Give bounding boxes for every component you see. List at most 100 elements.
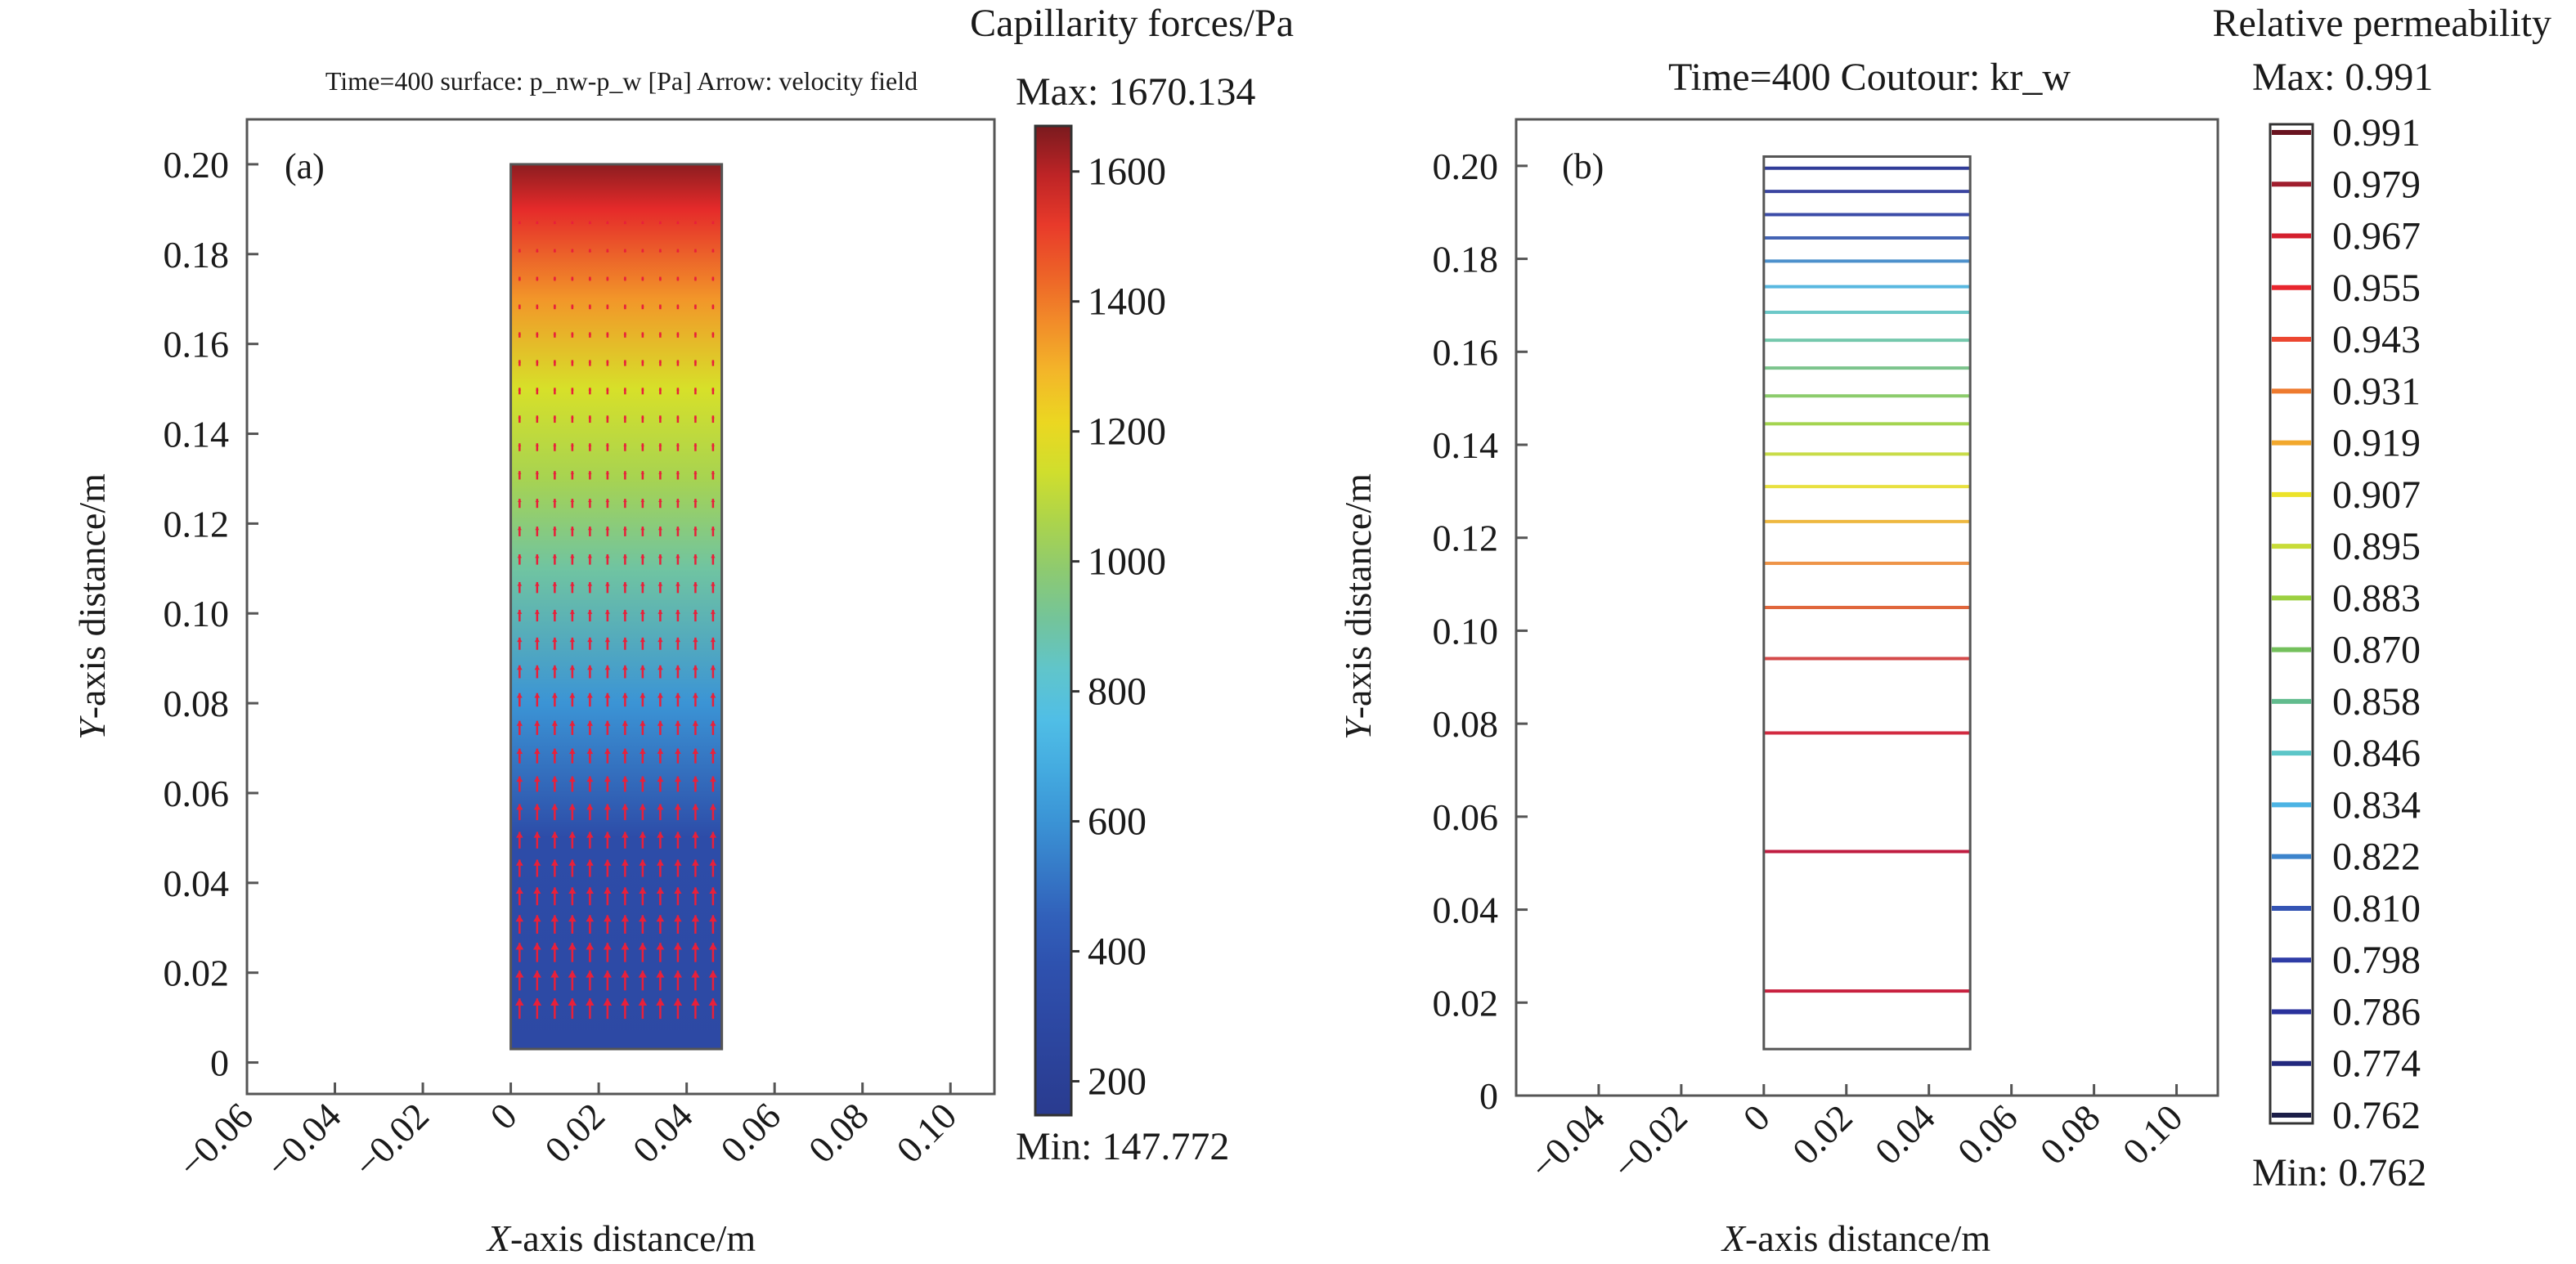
panel-b-y-tick-label: 0.10 [1433,610,1499,652]
velocity-arrow [657,720,664,735]
panel-b-colorbar-level-label: 0.991 [2332,111,2421,155]
panel-b-colorbar-levels: 0.991 0.979 0.967 0.955 0.943 0.931 0.919 0.907… [2272,111,2421,1137]
velocity-arrow [693,471,698,480]
panel-b-x-axis-label-var: X [1721,1217,1747,1259]
velocity-arrow [568,859,577,877]
velocity-arrow [515,970,524,991]
velocity-arrow [711,249,715,253]
velocity-arrow [621,998,630,1020]
velocity-arrow [571,332,574,338]
velocity-arrow [536,221,539,225]
velocity-arrow [553,415,557,424]
panel-b-y-ticks: 0 0.02 0.04 0.06 0.08 0.10 0.12 0.14 0.16 0.18 0.2… [1433,146,1528,1117]
panel-b-colorbar-level-label: 0.870 [2332,629,2421,672]
velocity-arrow [535,554,540,565]
velocity-arrow [534,720,541,735]
velocity-arrow [517,637,523,650]
velocity-arrow [553,360,557,366]
velocity-arrow [692,776,699,792]
velocity-arrow [605,471,610,480]
panel-b-colorbar-min: Min: 0.762 [2252,1151,2426,1195]
velocity-arrow [515,943,524,962]
velocity-arrow [569,693,576,707]
velocity-arrow [693,276,698,281]
velocity-arrow [552,637,558,650]
velocity-arrow [534,609,540,622]
velocity-arrow [604,748,611,764]
velocity-arrow [640,609,645,622]
velocity-arrow [603,998,613,1020]
velocity-arrow [534,693,541,707]
panel-b-colorbar-title: Relative permeability [2212,2,2551,45]
velocity-arrow [641,332,644,338]
velocity-arrow [623,249,627,253]
panel-b-y-tick-label: 0.12 [1433,518,1499,559]
panel-a-colorbar-max: Max: 1670.134 [1016,70,1255,114]
velocity-arrow [571,415,574,424]
velocity-arrow [536,415,539,424]
velocity-arrow [515,887,523,906]
velocity-arrow [675,720,681,735]
velocity-arrow [691,915,700,934]
velocity-arrow [517,581,523,594]
velocity-arrow [517,554,522,565]
velocity-arrow [586,887,594,906]
velocity-arrow [571,276,574,281]
velocity-arrow [571,221,574,225]
velocity-arrow [551,831,559,849]
velocity-arrow [604,804,611,821]
velocity-arrow [606,415,609,424]
velocity-arrow [623,276,627,281]
velocity-arrow [533,887,541,906]
velocity-arrow [532,970,541,991]
velocity-arrow [587,581,593,594]
panel-a-y-tick-label: 0.14 [164,414,230,455]
velocity-arrow [657,637,663,650]
velocity-arrow [606,276,609,281]
velocity-arrow [518,249,522,253]
velocity-arrow [516,748,523,764]
velocity-arrow [552,554,558,565]
panel-a-x-tick-label: 0.04 [625,1095,701,1171]
panel-b-colorbar-level-label: 0.907 [2332,473,2421,517]
velocity-arrow [709,859,717,877]
velocity-arrow [711,276,715,281]
panel-a-x-axis-label: X-axis distance/m [486,1217,756,1259]
panel-b-relative-permeability: Time=400 Coutour: kr_w (b) 00.020.040.06… [1337,2,2551,1259]
velocity-arrow [604,831,612,849]
panel-a-colorbar-tick-label: 800 [1088,670,1147,714]
panel-b-colorbar-level-label: 0.931 [2332,370,2421,413]
velocity-arrow [551,748,559,764]
velocity-arrow [640,693,646,707]
panel-b-x-axis-label-text: -axis distance/m [1745,1217,1990,1259]
velocity-arrow [536,332,539,338]
velocity-arrow [553,221,557,225]
velocity-arrow [675,609,680,622]
velocity-arrow [656,970,665,991]
velocity-arrow [693,443,698,451]
panel-b-x-axis-label: X-axis distance/m [1721,1217,1991,1259]
panel-a-y-axis-label-var: Y [71,715,113,740]
velocity-arrow [604,859,612,877]
panel-b-colorbar-level-label: 0.798 [2332,939,2421,982]
velocity-arrow [710,720,716,735]
velocity-arrow [516,776,523,792]
velocity-arrow [657,804,664,821]
velocity-arrow [532,943,541,962]
velocity-arrow [570,527,575,536]
velocity-arrow [518,221,522,225]
velocity-arrow [640,499,645,509]
velocity-arrow [621,943,630,962]
velocity-arrow [711,471,716,480]
velocity-arrow [550,859,559,877]
velocity-arrow [710,693,716,707]
velocity-arrow [552,527,557,536]
velocity-arrow [568,943,577,962]
velocity-arrow [639,804,646,821]
velocity-arrow [622,748,629,764]
velocity-arrow [658,304,662,310]
panel-b-x-tick-label: 0.10 [2115,1096,2191,1172]
velocity-arrow [657,527,662,536]
velocity-arrow [533,915,541,934]
velocity-arrow [641,388,644,395]
